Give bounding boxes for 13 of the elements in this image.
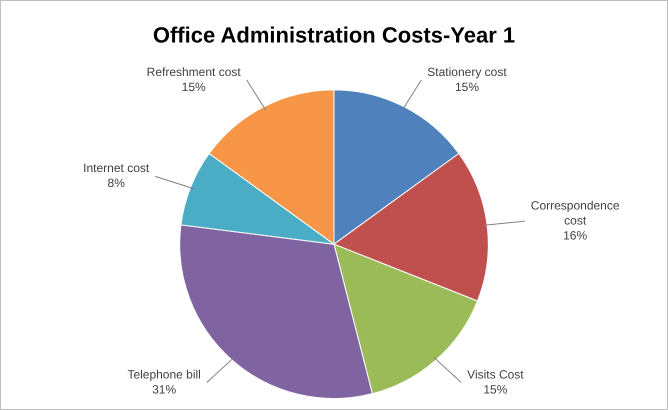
data-label: 15% bbox=[182, 80, 206, 94]
slice-label: Refreshment cost bbox=[146, 64, 242, 79]
slice-label: Correspondence cost bbox=[530, 198, 620, 228]
data-label: 31% bbox=[152, 382, 176, 396]
slice-label: Telephone bill bbox=[127, 367, 201, 382]
chart-title: Office Administration Costs-Year 1 bbox=[152, 22, 516, 48]
slice-label: Stationery cost bbox=[427, 64, 508, 79]
data-label: 15% bbox=[483, 382, 508, 396]
slice-label: Internet cost bbox=[83, 161, 150, 176]
data-label: 16% bbox=[563, 228, 588, 242]
slice-label: Visits Cost bbox=[467, 367, 524, 382]
data-label: 8% bbox=[108, 176, 126, 190]
data-label: 15% bbox=[454, 80, 480, 94]
